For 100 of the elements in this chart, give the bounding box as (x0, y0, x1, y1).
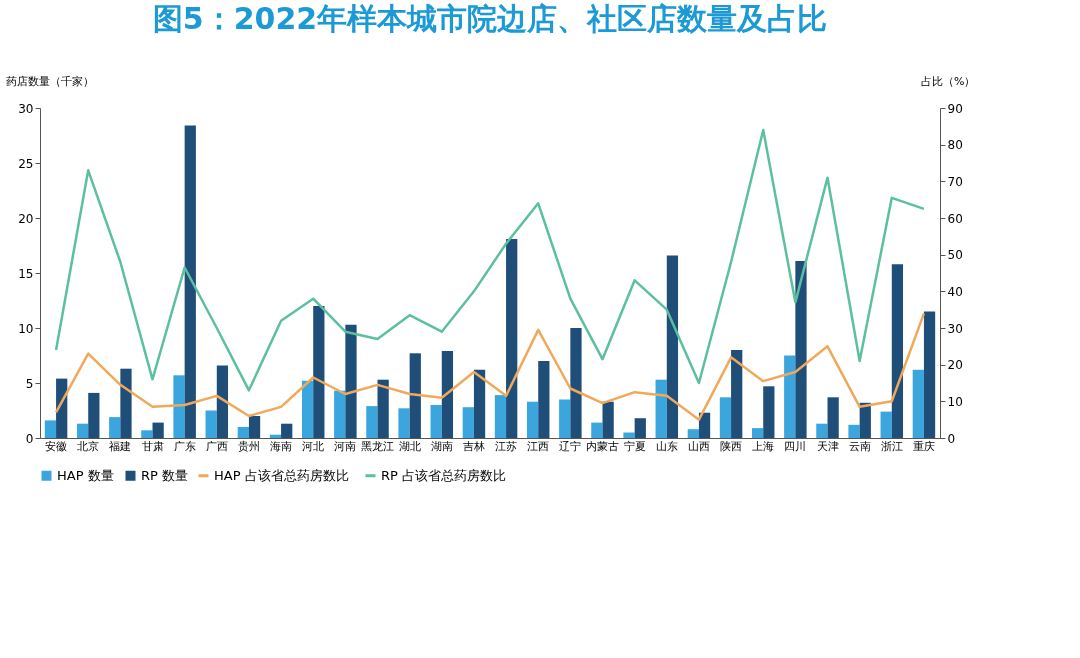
x-tick-label: 江苏 (495, 439, 518, 453)
bar (313, 306, 325, 438)
x-tick-label: 河南 (334, 439, 357, 453)
bar (923, 311, 936, 438)
x-tick-label: 广东 (173, 439, 196, 453)
bar (345, 324, 357, 438)
bar (237, 427, 249, 438)
bar (216, 365, 229, 438)
x-tick-label: 天津 (816, 439, 839, 453)
legend-label: RP 占该省总药房数比 (381, 467, 507, 483)
bar (751, 428, 764, 438)
bar (784, 355, 796, 438)
x-tick-label: 甘肃 (141, 439, 164, 453)
y2-tick-label: 10 (947, 394, 963, 409)
bar (248, 416, 261, 438)
bar (731, 350, 743, 438)
bar (366, 406, 378, 438)
x-tick-label: 上海 (752, 439, 775, 453)
bar (827, 397, 839, 438)
bar (570, 328, 582, 438)
bar (494, 395, 507, 438)
bar (559, 399, 571, 438)
bar (698, 412, 711, 438)
bar (430, 405, 442, 438)
bar (795, 260, 807, 438)
y-tick-label: 30 (18, 101, 34, 116)
bar (687, 429, 699, 438)
x-tick-label: 黑龙江 (361, 439, 394, 453)
x-tick-label: 贵州 (237, 439, 260, 453)
x-tick-label: 湖南 (430, 439, 453, 453)
y2-tick-label: 50 (947, 248, 963, 263)
y2-tick-label: 20 (947, 358, 963, 373)
bar (506, 238, 518, 438)
x-tick-label: 重庆 (912, 439, 935, 453)
bar (538, 361, 550, 438)
y2-tick-label: 70 (947, 174, 963, 189)
x-tick-label: 山西 (687, 439, 710, 453)
y-tick-label: 10 (18, 321, 34, 336)
bar (655, 379, 667, 438)
y2-tick-label: 80 (947, 138, 963, 153)
x-tick-label: 吉林 (462, 439, 485, 453)
y2-tick-label: 30 (947, 321, 963, 336)
bar (334, 390, 346, 438)
bar (912, 369, 924, 438)
y2-tick-label: 40 (947, 284, 963, 299)
y2-tick-label: 60 (947, 211, 963, 226)
x-tick-label: 内蒙古 (586, 439, 619, 453)
x-tick-label: 湖北 (398, 439, 421, 453)
y2-tick-label: 0 (947, 431, 956, 446)
bar (141, 430, 153, 438)
y2-tick-label: 90 (947, 101, 963, 116)
bar (473, 369, 486, 438)
x-tick-label: 安徽 (45, 439, 68, 453)
x-tick-label: 广西 (205, 439, 228, 453)
bar (859, 402, 871, 438)
bar (88, 392, 100, 438)
y2-axis-title: 占比（%） (921, 74, 976, 88)
y-tick-label: 5 (25, 376, 34, 391)
bar (76, 423, 89, 438)
line-series (54, 128, 926, 392)
chart-title: 图5：2022年样本城市院边店、社区店数量及占比 (152, 1, 828, 36)
bar (205, 410, 217, 438)
bar (398, 408, 410, 438)
bar (719, 397, 732, 438)
bar (816, 423, 828, 438)
bar (526, 401, 539, 438)
y-axis-title: 药店数量（千家） (5, 74, 94, 88)
x-tick-label: 宁夏 (623, 439, 646, 453)
x-tick-label: 云南 (848, 439, 871, 453)
y-tick-label: 15 (18, 266, 34, 281)
x-tick-label: 江西 (527, 439, 550, 453)
bar (184, 125, 196, 438)
x-tick-label: 浙江 (880, 439, 903, 453)
x-tick-label: 陕西 (720, 439, 743, 453)
x-tick-label: 辽宁 (559, 439, 582, 453)
y-tick-label: 25 (18, 156, 34, 171)
line-series (54, 312, 926, 421)
legend-label: RP 数量 (141, 467, 189, 483)
bar (623, 432, 635, 438)
legend-label: HAP 数量 (57, 467, 114, 483)
bar (602, 401, 614, 438)
bar (173, 375, 185, 438)
bar (409, 353, 421, 438)
bar (763, 386, 775, 438)
x-tick-label: 北京 (77, 439, 100, 453)
bar (152, 422, 164, 438)
x-tick-label: 海南 (270, 439, 293, 453)
y-tick-label: 0 (25, 431, 34, 446)
x-tick-label: 福建 (109, 439, 132, 453)
bar (120, 368, 132, 438)
bar (301, 380, 314, 438)
bar (848, 424, 860, 438)
x-tick-label: 山东 (655, 439, 678, 453)
bar (109, 417, 121, 438)
bar (441, 351, 454, 438)
y-tick-label: 20 (18, 211, 34, 226)
bar (666, 255, 679, 438)
bar (880, 411, 892, 438)
x-tick-label: 河北 (302, 439, 325, 453)
bar (891, 264, 904, 438)
